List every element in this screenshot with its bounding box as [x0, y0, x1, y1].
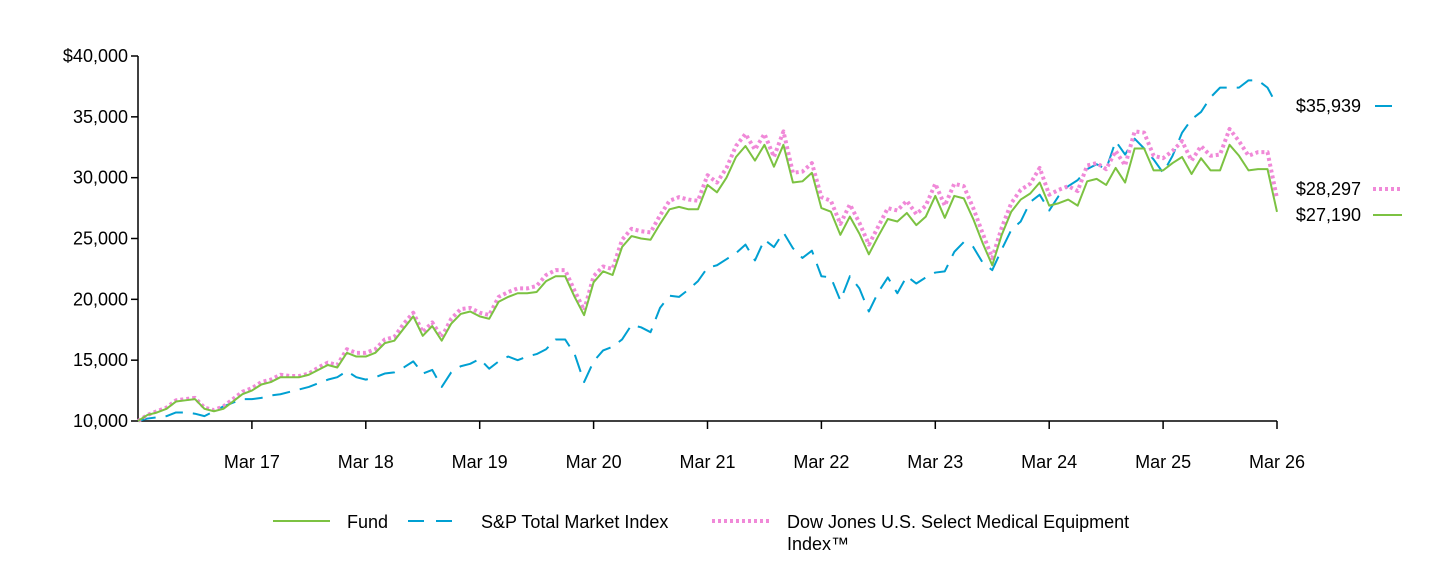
x-tick-label: Mar 24	[1021, 452, 1077, 472]
x-tick-label: Mar 22	[793, 452, 849, 472]
legend-label: S&P Total Market Index	[481, 512, 668, 532]
legend-label: Index™	[787, 534, 849, 554]
y-tick-label: 30,000	[73, 168, 128, 188]
legend-label: Fund	[347, 512, 388, 532]
end-labels: $35,939 $28,297 $27,190	[1296, 96, 1402, 225]
series-line-dashed	[137, 79, 1278, 422]
series-line-solid	[137, 143, 1278, 422]
y-tick-label: 15,000	[73, 350, 128, 370]
y-tick-label: 10,000	[73, 411, 128, 431]
y-tick-label: 20,000	[73, 289, 128, 309]
x-tick-label: Mar 20	[566, 452, 622, 472]
x-tick-label: Mar 17	[224, 452, 280, 472]
x-axis: Mar 17 Mar 18 Mar 19 Mar 20 Mar 21 Mar 22 Mar …	[138, 420, 1305, 472]
legend: Fund S&P Total Market Index Dow Jones U.S.…	[273, 512, 1129, 554]
series-line-dotted	[136, 127, 1279, 423]
series-lines	[136, 79, 1279, 423]
y-tick-label: 35,000	[73, 107, 128, 127]
x-tick-label: Mar 26	[1249, 452, 1305, 472]
x-tick-label: Mar 18	[338, 452, 394, 472]
end-value-label: $28,297	[1296, 179, 1361, 199]
x-tick-label: Mar 19	[452, 452, 508, 472]
x-tick-label: Mar 23	[907, 452, 963, 472]
x-tick-label: Mar 25	[1135, 452, 1191, 472]
y-tick-label: 25,000	[73, 229, 128, 249]
y-axis: 10,000 15,000 20,000 25,000 30,000 35,000 $40,…	[63, 46, 139, 431]
end-value-label: $35,939	[1296, 96, 1361, 116]
y-tick-label: $40,000	[63, 46, 128, 66]
end-value-label: $27,190	[1296, 205, 1361, 225]
legend-label: Dow Jones U.S. Select Medical Equipment	[787, 512, 1129, 532]
x-tick-label: Mar 21	[679, 452, 735, 472]
